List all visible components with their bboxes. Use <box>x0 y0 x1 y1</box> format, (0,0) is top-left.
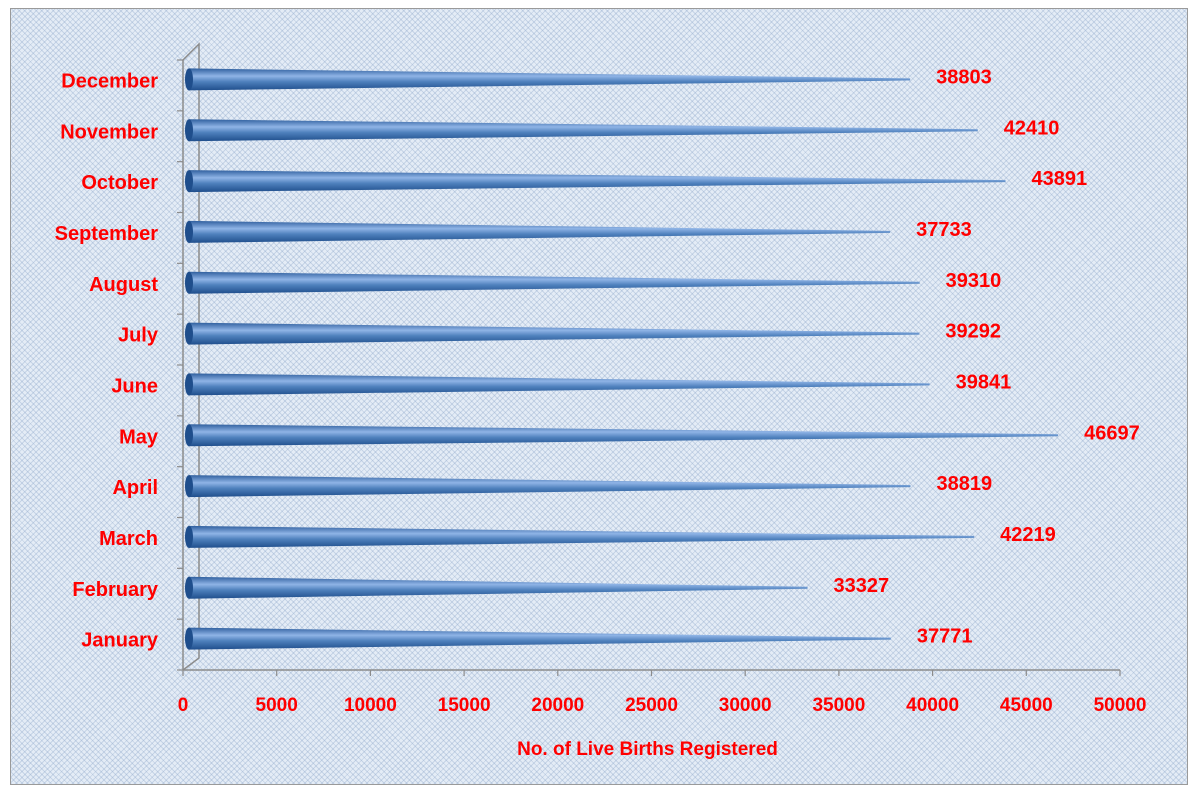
category-label: May <box>119 426 159 448</box>
x-tick-label: 0 <box>178 695 189 716</box>
data-label: 39292 <box>945 321 1001 343</box>
bar-august <box>189 271 920 294</box>
x-tick-label: 15000 <box>438 695 491 716</box>
data-label: 37771 <box>917 626 973 648</box>
data-label: 42219 <box>1000 524 1056 546</box>
x-tick-label: 10000 <box>344 695 397 716</box>
bar-july <box>189 322 920 345</box>
bar-october <box>189 170 1006 193</box>
bar-base <box>185 119 193 142</box>
category-label: December <box>61 70 158 92</box>
bar-base <box>185 475 193 498</box>
category-label: October <box>81 172 158 194</box>
category-label: January <box>81 630 159 652</box>
category-label: July <box>118 325 159 347</box>
bar-base <box>185 322 193 345</box>
bar-january <box>189 627 891 650</box>
bar-march <box>189 525 975 548</box>
data-label: 38803 <box>936 66 992 88</box>
x-tick-label: 45000 <box>1000 695 1053 716</box>
category-label: September <box>55 223 159 245</box>
category-label: June <box>111 375 158 397</box>
bar-base <box>185 271 193 294</box>
data-label: 39310 <box>946 270 1002 292</box>
bar-base <box>185 424 193 447</box>
bar-base <box>185 170 193 193</box>
axis-depth-edge <box>182 42 200 671</box>
bar-base <box>185 373 193 396</box>
bar-may <box>189 424 1059 447</box>
bar-june <box>189 373 930 396</box>
bar-february <box>189 576 808 599</box>
bar-september <box>189 220 891 243</box>
category-label: August <box>89 274 158 296</box>
category-label: March <box>99 528 158 550</box>
x-tick-label: 40000 <box>906 695 959 716</box>
data-label: 43891 <box>1032 168 1088 190</box>
labels: 0 5000 10000 15000 20000 25000 30000 35000 40000… <box>55 66 1147 716</box>
x-tick-label: 5000 <box>256 695 298 716</box>
category-label: November <box>60 121 158 143</box>
data-label: 33327 <box>834 575 890 597</box>
bar-base <box>185 525 193 548</box>
x-tick-label: 20000 <box>531 695 584 716</box>
bar-base <box>185 627 193 650</box>
data-label: 46697 <box>1084 422 1140 444</box>
category-label: February <box>72 579 158 601</box>
data-label: 39841 <box>956 371 1012 393</box>
bar-april <box>189 475 911 498</box>
data-label: 38819 <box>936 473 992 495</box>
bars <box>185 68 1059 650</box>
x-tick-label: 30000 <box>719 695 772 716</box>
data-label: 37733 <box>916 219 972 241</box>
bar-december <box>189 68 911 91</box>
x-tick-label: 25000 <box>625 695 678 716</box>
bar-base <box>185 576 193 599</box>
x-tick-label: 35000 <box>812 695 865 716</box>
x-axis-title: No. of Live Births Registered <box>517 739 778 760</box>
bar-base <box>185 220 193 243</box>
data-label: 42410 <box>1004 117 1060 139</box>
x-tick-label: 50000 <box>1094 695 1147 716</box>
bar-november <box>189 119 978 142</box>
bar-base <box>185 68 193 91</box>
axes <box>177 42 1121 676</box>
category-label: April <box>112 477 158 499</box>
